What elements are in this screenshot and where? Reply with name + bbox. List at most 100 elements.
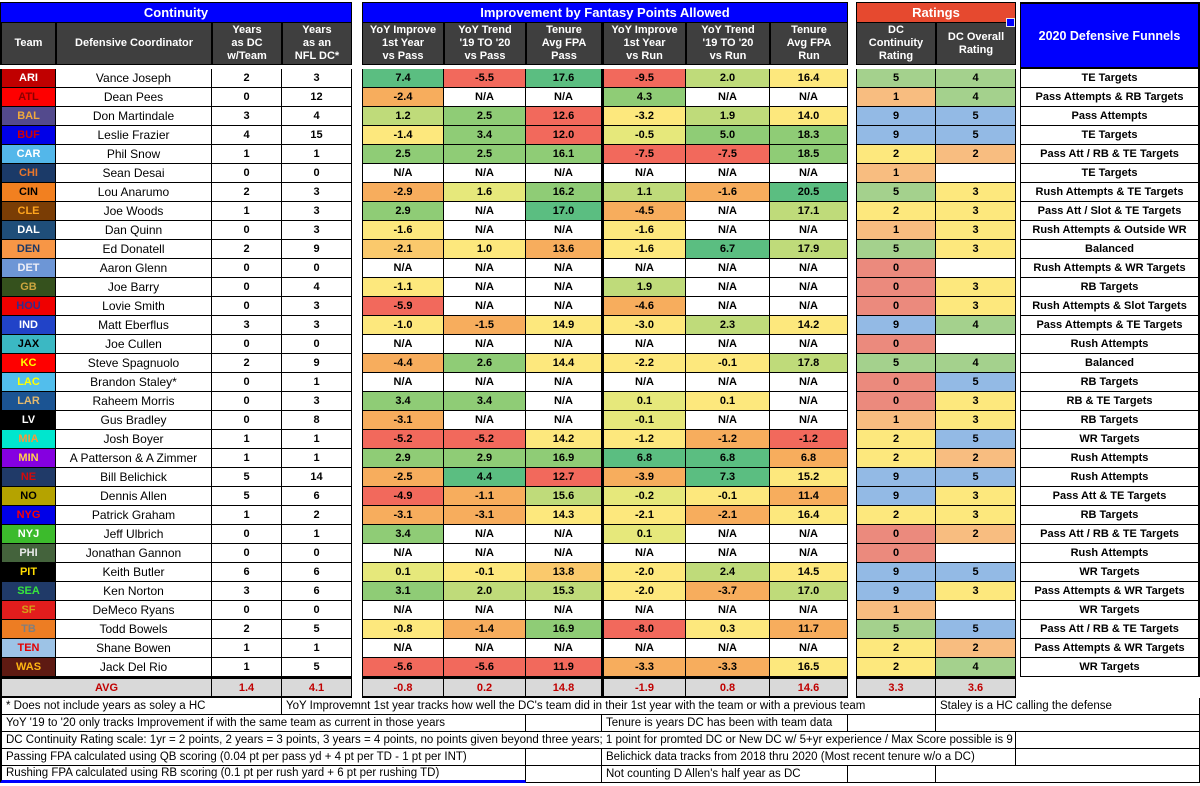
years-nfl-dc-cell: 15 xyxy=(282,126,352,145)
dc-overall-rating-cell: 5 xyxy=(936,373,1016,392)
yoy-improve-pass-cell: -2.4 xyxy=(362,88,444,107)
years-nfl-dc-cell: 1 xyxy=(282,145,352,164)
header-gap xyxy=(848,2,856,22)
tenure-fpa-run-cell: 14.5 xyxy=(770,563,848,582)
years-as-dc-cell: 0 xyxy=(212,373,282,392)
footnote-empty-cell xyxy=(848,715,936,732)
coordinator-cell: Leslie Frazier xyxy=(56,126,212,145)
defensive-funnel-cell: RB Targets xyxy=(1020,278,1200,297)
years-nfl-dc-cell: 3 xyxy=(282,297,352,316)
dc-overall-rating-cell: 5 xyxy=(936,430,1016,449)
years-nfl-dc-cell: 1 xyxy=(282,639,352,658)
tenure-fpa-pass-cell: N/A xyxy=(526,335,602,354)
tenure-fpa-run-cell: 6.8 xyxy=(770,449,848,468)
yoy-trend-run-cell: N/A xyxy=(686,335,770,354)
dc-continuity-rating-cell: 9 xyxy=(856,126,936,145)
yoy-improve-pass-cell: 1.2 xyxy=(362,107,444,126)
yoy-improve-pass-cell: -4.9 xyxy=(362,487,444,506)
column-gap xyxy=(848,316,856,335)
defensive-funnel-cell: Pass Att & TE Targets xyxy=(1020,487,1200,506)
avg-tenure-fpa-pass: 14.8 xyxy=(526,677,602,698)
yoy-improve-run-cell: -2.0 xyxy=(602,563,686,582)
group-header-ratings-label: Ratings xyxy=(912,5,960,20)
dc-overall-rating-cell: 3 xyxy=(936,411,1016,430)
dc-overall-rating-cell: 3 xyxy=(936,297,1016,316)
yoy-trend-run-cell: 7.3 xyxy=(686,468,770,487)
dc-overall-rating-cell: 2 xyxy=(936,449,1016,468)
column-gap xyxy=(848,563,856,582)
avg-years-nfl-dc: 4.1 xyxy=(282,677,352,698)
tenure-fpa-pass-cell: 14.9 xyxy=(526,316,602,335)
footnote-continuity-scale: DC Continuity Rating scale: 1yr = 2 poin… xyxy=(0,732,1016,749)
years-as-dc-cell: 6 xyxy=(212,563,282,582)
defensive-funnel-cell: TE Targets xyxy=(1020,69,1200,88)
tenure-fpa-pass-cell: 17.0 xyxy=(526,202,602,221)
dc-continuity-rating-cell: 2 xyxy=(856,145,936,164)
team-cell: ATL xyxy=(0,88,56,107)
dc-continuity-rating-cell: 2 xyxy=(856,658,936,677)
yoy-improve-pass-cell: 2.9 xyxy=(362,202,444,221)
yoy-trend-run-cell: N/A xyxy=(686,544,770,563)
yoy-improve-run-cell: -1.6 xyxy=(602,221,686,240)
dc-overall-rating-cell xyxy=(936,164,1016,183)
table-row: WAS Jack Del Rio 1 5 -5.6 -5.6 11.9 -3.3 -3.3 16.… xyxy=(0,658,1200,677)
defensive-funnel-cell: TE Targets xyxy=(1020,126,1200,145)
dc-continuity-rating-cell: 1 xyxy=(856,601,936,620)
yoy-improve-pass-cell: 0.1 xyxy=(362,563,444,582)
dc-continuity-rating-cell: 5 xyxy=(856,183,936,202)
dc-continuity-rating-cell: 9 xyxy=(856,487,936,506)
coordinator-cell: Gus Bradley xyxy=(56,411,212,430)
column-gap xyxy=(352,639,362,658)
years-as-dc-cell: 2 xyxy=(212,354,282,373)
column-gap xyxy=(352,392,362,411)
dc-overall-rating-cell xyxy=(936,259,1016,278)
tenure-fpa-run-cell: 17.9 xyxy=(770,240,848,259)
column-gap xyxy=(1016,278,1020,297)
yoy-trend-pass-cell: -5.2 xyxy=(444,430,526,449)
dc-continuity-rating-cell: 0 xyxy=(856,373,936,392)
table-row: LV Gus Bradley 0 8 -3.1 N/A N/A -0.1 N/A N/A 1 3 RB … xyxy=(0,411,1200,430)
dc-continuity-rating-cell: 1 xyxy=(856,164,936,183)
column-gap xyxy=(352,221,362,240)
yoy-improve-run-cell: -1.2 xyxy=(602,430,686,449)
defensive-funnel-cell: Pass Attempts & WR Targets xyxy=(1020,639,1200,658)
column-gap xyxy=(352,126,362,145)
dc-continuity-rating-cell: 1 xyxy=(856,221,936,240)
dc-overall-rating-cell: 4 xyxy=(936,354,1016,373)
table-row: KC Steve Spagnuolo 2 9 -4.4 2.6 14.4 -2.2 -0.1 17… xyxy=(0,354,1200,373)
yoy-trend-pass-cell: N/A xyxy=(444,259,526,278)
years-as-dc-cell: 0 xyxy=(212,411,282,430)
coordinator-cell: Jack Del Rio xyxy=(56,658,212,677)
defensive-funnel-cell: RB & TE Targets xyxy=(1020,392,1200,411)
coordinator-cell: A Patterson & A Zimmer xyxy=(56,449,212,468)
table-row: LAR Raheem Morris 0 3 3.4 3.4 N/A 0.1 0.1 N/A 0 3 RB… xyxy=(0,392,1200,411)
yoy-trend-run-cell: N/A xyxy=(686,164,770,183)
tenure-fpa-run-cell: 16.4 xyxy=(770,506,848,525)
column-gap xyxy=(1016,620,1020,639)
yoy-improve-run-cell: -3.3 xyxy=(602,658,686,677)
table-row: NYG Patrick Graham 1 2 -3.1 -3.1 14.3 -2.1 -2.1 1… xyxy=(0,506,1200,525)
coordinator-cell: Ed Donatell xyxy=(56,240,212,259)
column-gap xyxy=(1016,639,1020,658)
tenure-fpa-pass-cell: N/A xyxy=(526,88,602,107)
table-row: CLE Joe Woods 1 3 2.9 N/A 17.0 -4.5 N/A 17.1 2 3 Pas… xyxy=(0,202,1200,221)
column-gap xyxy=(1016,658,1020,677)
column-gap xyxy=(352,677,362,698)
yoy-improve-run-cell: N/A xyxy=(602,259,686,278)
yoy-trend-run-cell: N/A xyxy=(686,373,770,392)
tenure-fpa-run-cell: N/A xyxy=(770,278,848,297)
coordinator-cell: DeMeco Ryans xyxy=(56,601,212,620)
years-as-dc-cell: 0 xyxy=(212,278,282,297)
yoy-improve-run-cell: -9.5 xyxy=(602,69,686,88)
yoy-trend-run-cell: 0.1 xyxy=(686,392,770,411)
yoy-trend-run-cell: -3.7 xyxy=(686,582,770,601)
team-cell: NYG xyxy=(0,506,56,525)
table-row: DEN Ed Donatell 2 9 -2.1 1.0 13.6 -1.6 6.7 17.9 5 3… xyxy=(0,240,1200,259)
column-gap xyxy=(848,449,856,468)
team-cell: MIA xyxy=(0,430,56,449)
column-gap xyxy=(848,677,856,698)
defensive-funnel-cell: Pass Attempts xyxy=(1020,107,1200,126)
team-cell: GB xyxy=(0,278,56,297)
yoy-improve-run-cell: -8.0 xyxy=(602,620,686,639)
defensive-funnel-cell: Balanced xyxy=(1020,354,1200,373)
